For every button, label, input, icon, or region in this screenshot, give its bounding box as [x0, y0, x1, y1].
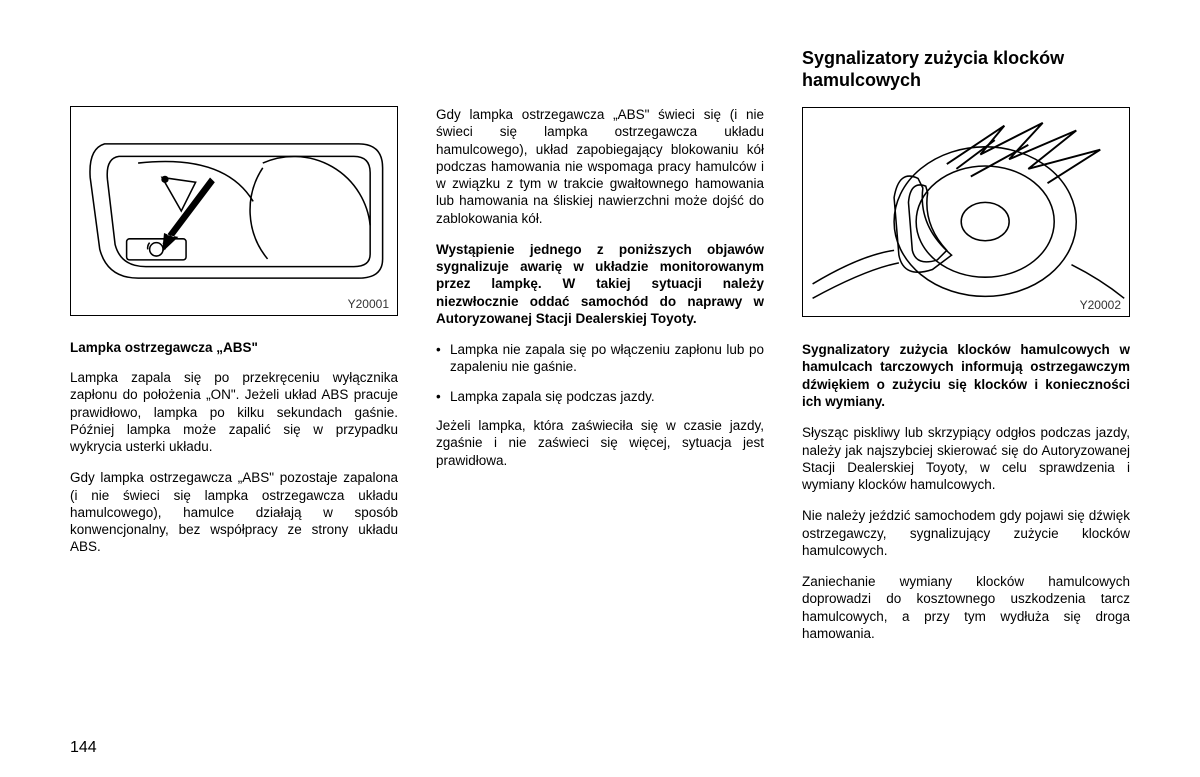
abs-paragraph-1: Lampka zapala się po przekręceniu wyłącz… — [70, 369, 398, 455]
dashboard-illustration — [71, 107, 397, 315]
col2-bullet-1: Lampka nie zapala się po włączeniu zapło… — [436, 341, 764, 376]
col2-paragraph-2: Jeżeli lampka, która zaświeciła się w cz… — [436, 417, 764, 469]
section-title: Sygnalizatory zużycia klocków hamulcowyc… — [802, 48, 1130, 91]
col2-bullet-2: Lampka zapala się podczas jazdy. — [436, 388, 764, 405]
col3-paragraph-3: Zaniechanie wymiany klocków hamulcowych … — [802, 573, 1130, 642]
column-2: Gdy lampka ostrzegawcza „ABS" świeci się… — [436, 48, 764, 747]
figure-label: Y20001 — [348, 297, 389, 311]
abs-subheading: Lampka ostrzegawcza „ABS" — [70, 340, 398, 355]
col2-bold-warning: Wystąpienie jednego z poniższych objawów… — [436, 241, 764, 327]
col2-paragraph-1: Gdy lampka ostrzegawcza „ABS" świeci się… — [436, 106, 764, 227]
col3-paragraph-2: Nie należy jeździć samochodem gdy pojawi… — [802, 507, 1130, 559]
column-3: Sygnalizatory zużycia klocków hamulcowyc… — [802, 48, 1130, 747]
brake-illustration — [803, 108, 1129, 316]
col3-paragraph-1: Słysząc piskliwy lub skrzypiący odgłos p… — [802, 424, 1130, 493]
col3-bold-intro: Sygnalizatory zużycia klocków hamulcowyc… — [802, 341, 1130, 410]
figure-abs-dashboard: Y20001 — [70, 106, 398, 316]
figure-brake-pad: Y20002 — [802, 107, 1130, 317]
figure-label-2: Y20002 — [1080, 298, 1121, 312]
abs-paragraph-2: Gdy lampka ostrzegawcza „ABS" pozostaje … — [70, 469, 398, 555]
manual-page: Y20001 Lampka ostrzegawcza „ABS" Lampka … — [70, 48, 1130, 747]
page-number: 144 — [70, 739, 97, 757]
column-1: Y20001 Lampka ostrzegawcza „ABS" Lampka … — [70, 48, 398, 747]
